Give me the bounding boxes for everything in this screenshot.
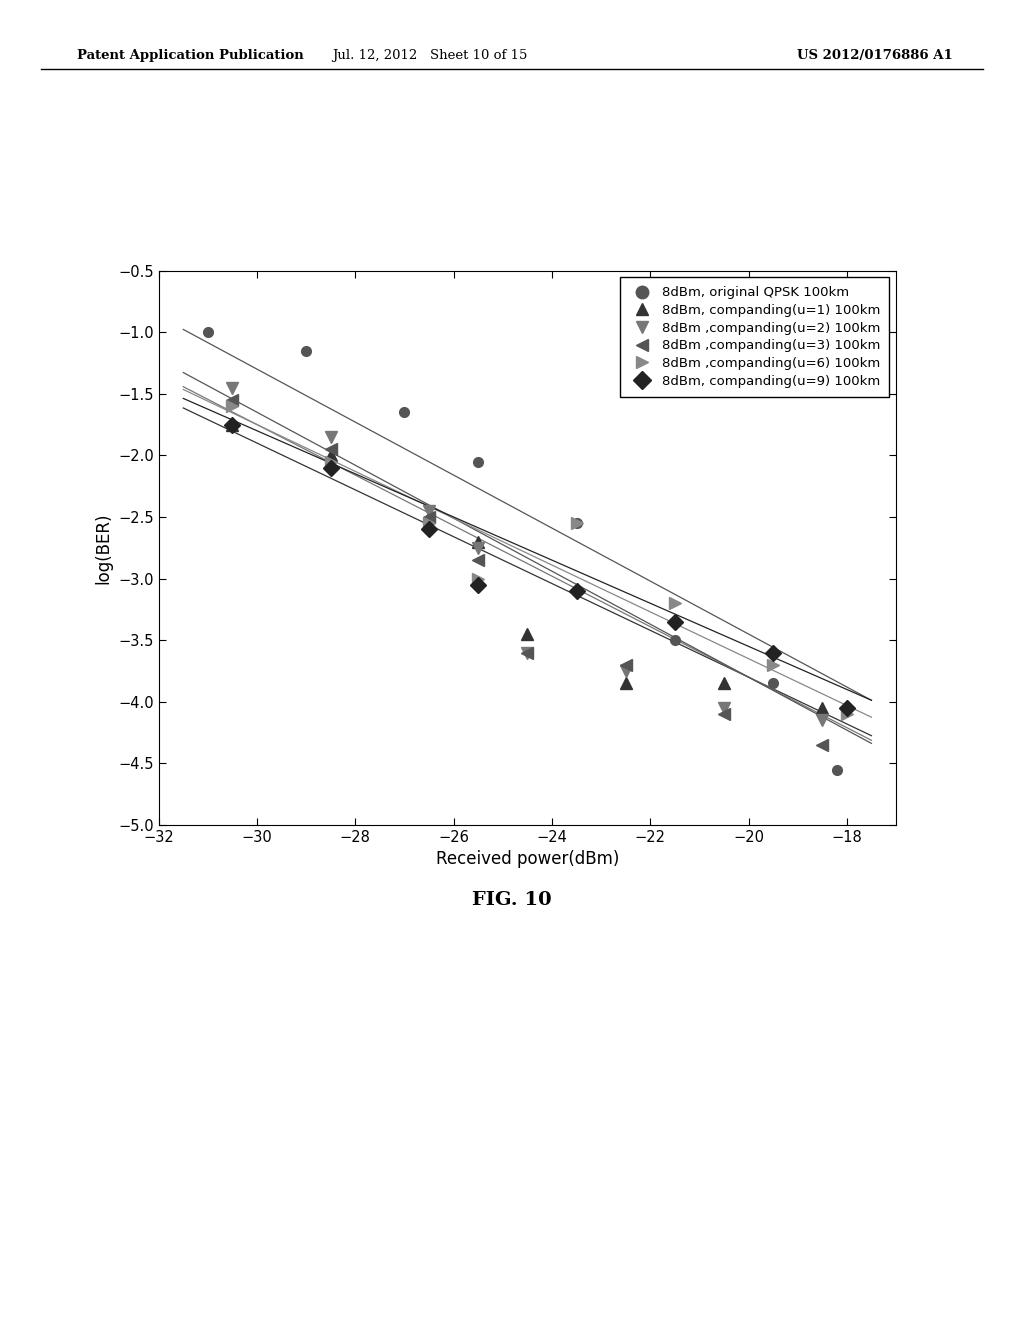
Text: Jul. 12, 2012   Sheet 10 of 15: Jul. 12, 2012 Sheet 10 of 15 xyxy=(333,49,527,62)
Text: US 2012/0176886 A1: US 2012/0176886 A1 xyxy=(797,49,952,62)
Y-axis label: log(BER): log(BER) xyxy=(94,512,113,583)
Text: FIG. 10: FIG. 10 xyxy=(472,891,552,909)
X-axis label: Received power(dBm): Received power(dBm) xyxy=(435,850,620,869)
Text: Patent Application Publication: Patent Application Publication xyxy=(77,49,303,62)
Legend: 8dBm, original QPSK 100km, 8dBm, companding(u=1) 100km, 8dBm ,companding(u=2) 10: 8dBm, original QPSK 100km, 8dBm, compand… xyxy=(620,277,890,397)
